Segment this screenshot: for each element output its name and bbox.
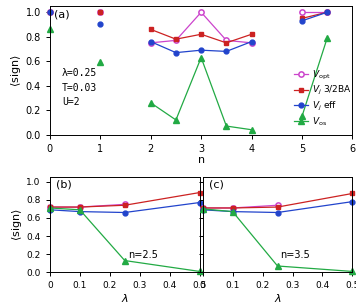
Y-axis label: $\langle$sign$\rangle$: $\langle$sign$\rangle$ (10, 208, 23, 241)
Text: (b): (b) (56, 180, 72, 190)
Text: (c): (c) (209, 180, 224, 190)
Y-axis label: $\langle$sign$\rangle$: $\langle$sign$\rangle$ (9, 54, 23, 87)
Text: n=2.5: n=2.5 (128, 250, 158, 260)
Text: n=3.5: n=3.5 (281, 250, 310, 260)
X-axis label: $\lambda$: $\lambda$ (121, 292, 129, 304)
Text: λ=0.25
T=0.03
U=2: λ=0.25 T=0.03 U=2 (62, 68, 97, 107)
X-axis label: n: n (198, 155, 205, 165)
Legend: $V_\mathrm{opt}$, $V_{j}$ 3/2BA, $V_{j}$ eff, $V_\mathrm{os}$: $V_\mathrm{opt}$, $V_{j}$ 3/2BA, $V_{j}$… (294, 69, 351, 128)
Text: (a): (a) (54, 10, 70, 20)
X-axis label: $\lambda$: $\lambda$ (273, 292, 282, 304)
